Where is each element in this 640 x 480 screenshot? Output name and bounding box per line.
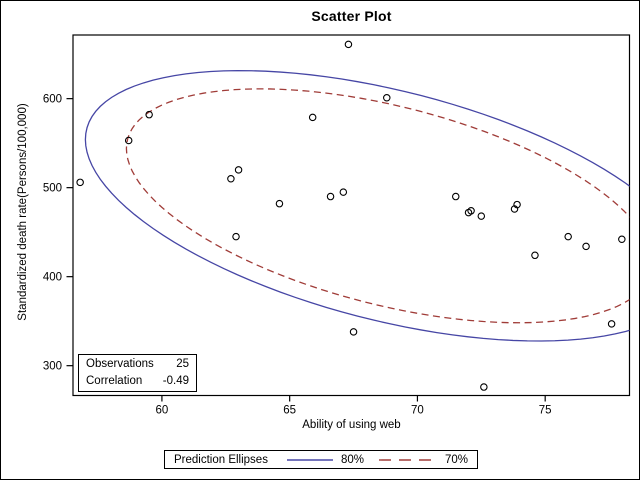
inset-value: -0.49 — [162, 375, 189, 387]
scatter-point — [344, 40, 353, 49]
scatter-point — [76, 178, 84, 187]
scatter-point — [467, 207, 475, 215]
scatter-point — [349, 328, 358, 336]
chart-title: Scatter Plot — [311, 8, 392, 24]
scatter-point — [513, 200, 521, 209]
legend-label: 80% — [340, 453, 364, 466]
inset-row-correlation: Correlation -0.49 — [79, 373, 196, 390]
x-tick-label: 60 — [156, 405, 169, 417]
scatter-point — [477, 212, 486, 220]
ellipse-70% — [125, 88, 630, 324]
prediction-ellipses — [84, 69, 630, 342]
y-tick-label: 400 — [43, 272, 62, 284]
x-tick-label: 65 — [283, 405, 296, 417]
scatter-point — [607, 320, 616, 328]
y-tick-label: 300 — [43, 361, 62, 373]
scatter-point — [339, 188, 348, 196]
legend: Prediction Ellipses 80% 70% — [1, 450, 639, 469]
x-tick-label: 70 — [411, 405, 424, 417]
x-axis-ticks: 60 65 70 75 — [156, 395, 552, 417]
scatter-point — [480, 383, 488, 391]
scatter-point — [618, 235, 626, 244]
scatter-points — [76, 40, 626, 391]
legend-line-sample — [286, 458, 333, 461]
y-axis-ticks: 300 400 500 600 — [43, 94, 73, 373]
inset-label: Observations — [86, 358, 154, 370]
y-tick-label: 600 — [43, 94, 62, 106]
scatter-point — [308, 113, 317, 122]
legend-title: Prediction Ellipses — [173, 453, 268, 466]
scatter-point — [234, 166, 243, 174]
scatter-point — [124, 136, 133, 145]
scatter-point — [227, 175, 235, 183]
scatter-point — [383, 94, 391, 102]
plot-frame — [72, 34, 631, 397]
scatter-point — [145, 110, 153, 119]
scatter-point — [582, 242, 590, 251]
inset-row-observations: Observations 25 — [79, 356, 196, 373]
scatter-point — [564, 232, 572, 241]
x-tick-label: 75 — [539, 405, 552, 417]
scatter-point — [232, 232, 240, 241]
legend-line-sample — [378, 458, 437, 461]
y-tick-label: 500 — [43, 183, 62, 195]
scatter-point — [275, 199, 284, 208]
scatter-point — [326, 192, 335, 201]
inset-label: Correlation — [86, 375, 143, 387]
ellipse-80% — [84, 69, 630, 342]
y-axis-title: Standardized death rate(Persons/100,000) — [17, 103, 29, 321]
legend-box: Prediction Ellipses 80% 70% — [163, 450, 479, 469]
legend-entry-80%: 80% — [286, 454, 364, 466]
legend-entry-70%: 70% — [378, 454, 468, 466]
x-axis-title: Ability of using web — [302, 419, 401, 431]
stats-inset-box: Observations 25 Correlation -0.49 — [78, 354, 197, 392]
scatter-point — [531, 251, 539, 260]
inset-value: 25 — [176, 358, 189, 370]
legend-label: 70% — [444, 453, 469, 466]
scatter-point — [451, 192, 460, 201]
